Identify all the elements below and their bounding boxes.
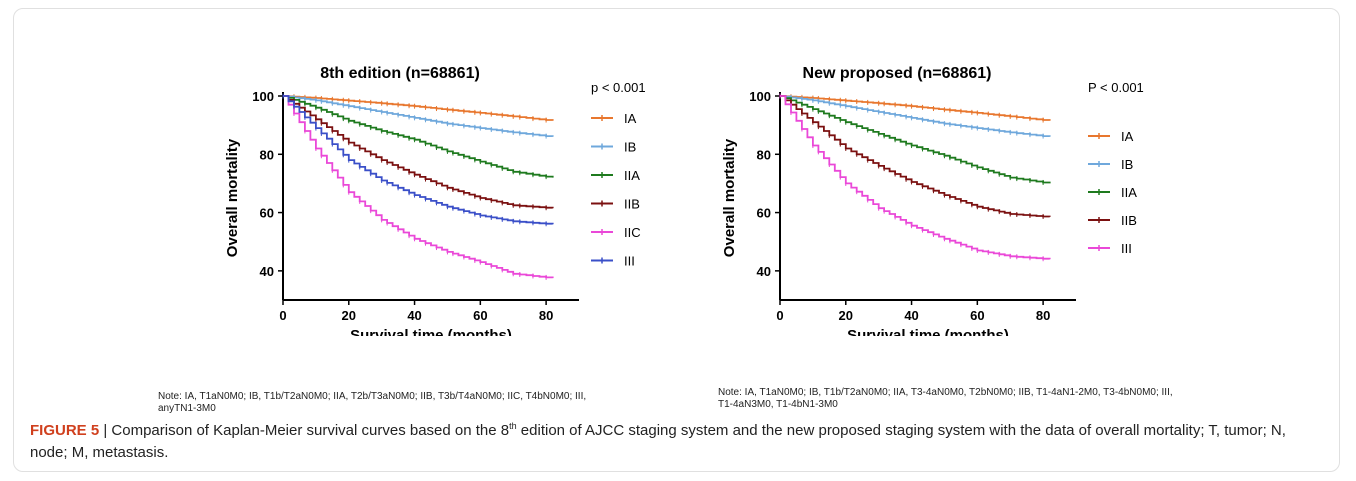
chart-new-proposed: New proposed (n=68861) 0 20 40 60 80 40 60 80 100… [721, 65, 1144, 336]
series-line-iii [780, 95, 1051, 260]
caption-text-after: edition of AJCC staging system and the n… [30, 422, 1286, 461]
x-tick-label: 60 [473, 308, 487, 323]
x-tick-label: 60 [970, 308, 984, 323]
legend-label-ib: IB [624, 140, 636, 155]
x-axis-label: Survival time (months) [847, 327, 1009, 336]
x-tick-label: 20 [342, 308, 356, 323]
y-axis-label: Overall mortality [721, 138, 738, 257]
legend-label-iib: IIB [624, 197, 640, 212]
chart-title: 8th edition (n=68861) [320, 65, 480, 82]
caption-separator: | [99, 422, 112, 439]
figure-frame [13, 8, 1340, 472]
x-tick-label: 0 [279, 308, 286, 323]
legend-label-iii: III [1121, 241, 1132, 256]
y-tick-label: 40 [757, 264, 771, 279]
y-tick-label: 80 [260, 147, 274, 162]
figure-caption: FIGURE 5 | Comparison of Kaplan-Meier su… [30, 420, 1320, 464]
x-tick-label: 80 [1036, 308, 1050, 323]
caption-superscript: th [509, 421, 517, 431]
series-line-iia [780, 95, 1051, 184]
x-tick-label: 80 [539, 308, 553, 323]
legend-label-iia: IIA [624, 168, 640, 183]
chart-8th-edition: 8th edition (n=68861) 0 20 40 60 80 40 60 80 100 S… [224, 65, 646, 336]
legend-label-iii: III [624, 254, 635, 269]
legend-label-ib: IB [1121, 157, 1133, 172]
y-tick-label: 100 [749, 89, 771, 104]
legend-label-iic: IIC [624, 225, 641, 240]
p-value-label: P < 0.001 [1088, 80, 1144, 95]
note-8th-edition: Note: IA, T1aN0M0; IB, T1b/T2aN0M0; IIA,… [158, 391, 587, 414]
y-tick-label: 40 [260, 264, 274, 279]
x-tick-label: 0 [776, 308, 783, 323]
y-tick-label: 100 [252, 89, 274, 104]
legend-label-iia: IIA [1121, 185, 1137, 200]
y-axis-label: Overall mortality [224, 138, 241, 257]
series-line-iia [283, 95, 554, 178]
x-tick-label: 40 [407, 308, 421, 323]
chart-title: New proposed (n=68861) [803, 65, 992, 82]
figure-label: FIGURE 5 [30, 422, 100, 439]
y-tick-label: 80 [757, 147, 771, 162]
legend-label-ia: IA [624, 111, 637, 126]
x-axis-label: Survival time (months) [350, 327, 512, 336]
y-tick-label: 60 [757, 206, 771, 221]
p-value-label: p < 0.001 [591, 80, 646, 95]
legend-label-iib: IIB [1121, 213, 1137, 228]
note-new-proposed: Note: IA, T1aN0M0; IB, T1b/T2aN0M0; IIA,… [718, 387, 1173, 410]
series-line-iib [283, 95, 554, 209]
series-line-iib [780, 95, 1051, 218]
caption-text-before: Comparison of Kaplan-Meier survival curv… [111, 422, 510, 439]
x-tick-label: 40 [904, 308, 918, 323]
y-tick-label: 60 [260, 206, 274, 221]
legend-label-ia: IA [1121, 129, 1134, 144]
x-tick-label: 20 [839, 308, 853, 323]
